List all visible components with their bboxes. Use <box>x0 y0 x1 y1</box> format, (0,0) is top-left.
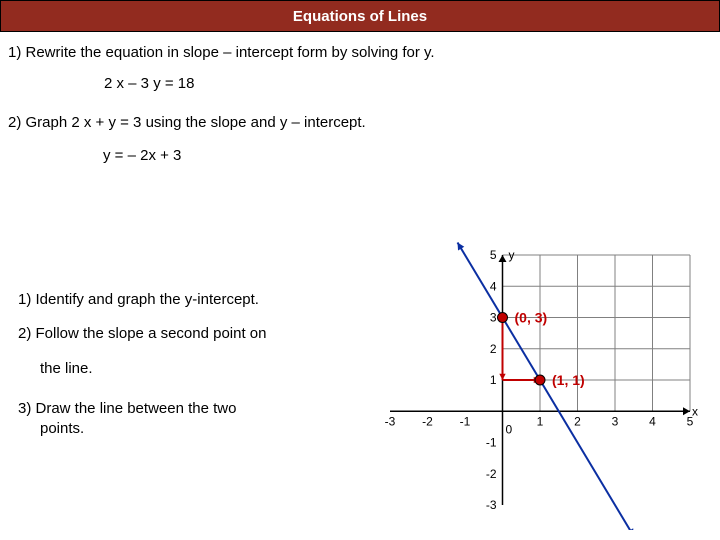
svg-text:1: 1 <box>537 414 544 428</box>
coordinate-chart: -3-2-1012345-3-2-112345xy(0, 3)(1, 1) <box>360 235 710 530</box>
q2-prompt: 2) Graph 2 x + y = 3 using the slope and… <box>8 114 712 131</box>
page-title: Equations of Lines <box>293 8 427 25</box>
svg-text:4: 4 <box>490 279 497 293</box>
step-2-line2: the line. <box>40 359 358 379</box>
svg-text:5: 5 <box>490 248 497 262</box>
step-1: 1) Identify and graph the y-intercept. <box>18 290 358 310</box>
svg-text:-1: -1 <box>486 436 497 450</box>
svg-text:0: 0 <box>506 422 513 436</box>
q2-equation: y = – 2x + 3 <box>103 147 712 164</box>
svg-text:-2: -2 <box>422 414 433 428</box>
svg-text:-2: -2 <box>486 467 497 481</box>
title-bar: Equations of Lines <box>0 0 720 32</box>
step-3-line1: 3) Draw the line between the two <box>18 399 358 419</box>
step-3-line2: points. <box>40 419 358 439</box>
chart-svg: -3-2-1012345-3-2-112345xy(0, 3)(1, 1) <box>360 235 710 530</box>
q1-equation: 2 x – 3 y = 18 <box>104 75 712 92</box>
svg-text:2: 2 <box>490 342 497 356</box>
svg-text:2: 2 <box>574 414 581 428</box>
svg-text:4: 4 <box>649 414 656 428</box>
content-area: 1) Rewrite the equation in slope – inter… <box>0 32 720 164</box>
svg-text:3: 3 <box>612 414 619 428</box>
svg-text:1: 1 <box>490 373 497 387</box>
svg-text:(0, 3): (0, 3) <box>515 310 548 326</box>
svg-text:-1: -1 <box>460 414 471 428</box>
svg-text:-3: -3 <box>486 498 497 512</box>
q1-prompt: 1) Rewrite the equation in slope – inter… <box>8 44 712 61</box>
svg-text:-3: -3 <box>385 414 396 428</box>
steps-list: 1) Identify and graph the y-intercept. 2… <box>18 290 358 439</box>
svg-text:3: 3 <box>490 311 497 325</box>
step-2-line1: 2) Follow the slope a second point on <box>18 324 358 344</box>
svg-text:y: y <box>509 248 515 262</box>
svg-text:(1, 1): (1, 1) <box>552 372 585 388</box>
svg-text:x: x <box>692 404 698 418</box>
